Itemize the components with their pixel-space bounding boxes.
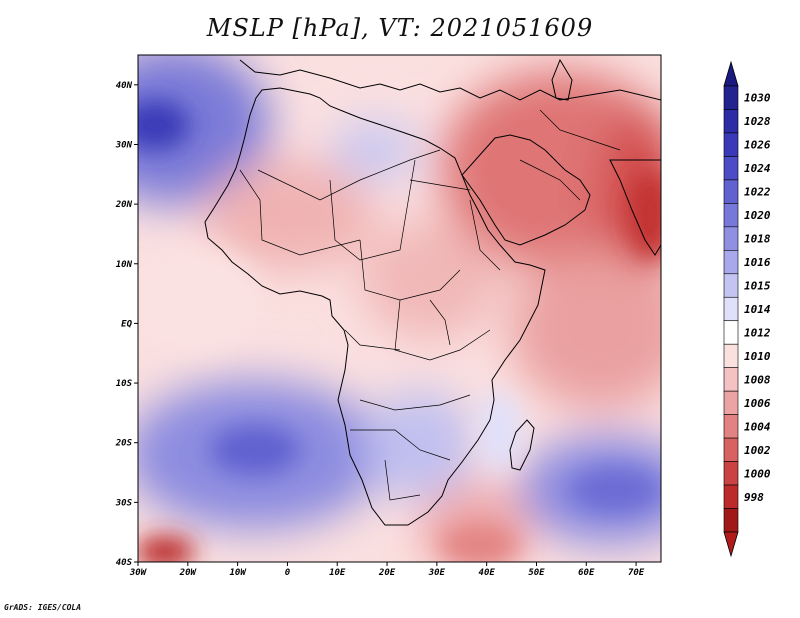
low-indian-ocean [510,250,661,410]
low-central-africa [360,220,500,340]
colorbar-swatch [723,132,739,157]
colorbar-label: 1012 [744,326,771,339]
grads-credit: GrADS: IGES/COLA [4,603,82,612]
colorbar-label: 1002 [744,444,771,457]
colorbar: 1030 1028 1026 1024 1022 1020 1018 1016 1015 1014… [723,60,771,558]
africa-coastline [204,87,546,526]
colorbar-swatch [723,508,739,533]
colorbar-label: 1020 [744,209,771,222]
lon-label: 70E [628,568,645,578]
coastlines [204,58,661,526]
colorbar-label: 1028 [744,115,771,128]
colorbar-label: 1014 [744,303,771,316]
lon-label: 60E [578,568,595,578]
colorbar-label: 1004 [744,420,771,433]
colorbar-swatch [723,179,739,204]
lon-label: 10W [229,568,247,578]
high-core-north-atlantic [138,100,190,150]
lat-label: 10N [116,260,133,270]
high-north-atlantic [138,55,270,205]
axis-ticks [134,84,637,566]
low-core-south [440,525,520,562]
colorbar-label: 1000 [744,467,771,480]
colorbar-swatch [723,367,739,392]
colorbar-label: 1006 [744,397,771,410]
colorbar-swatch [723,85,739,110]
ridge-east-africa [478,390,522,470]
lat-label: 40N [116,81,133,91]
lon-label: 50E [528,568,545,578]
colorbar-label: 1022 [744,186,771,199]
lat-label: 20N [115,200,133,210]
low-core-southwest [138,536,195,562]
colorbar-label: 1024 [744,162,771,175]
lon-label: 20E [378,568,396,578]
caspian-coastline [551,58,573,101]
lat-label: 40S [116,558,133,568]
colorbar-label: 1016 [744,256,771,269]
colorbar-swatch [723,156,739,181]
madagascar-coastline [509,419,535,471]
colorbar-label: 1018 [744,233,771,246]
colorbar-swatch [723,343,739,368]
colorbar-swatch [723,296,739,322]
arabia-coastline [461,134,591,246]
lon-label: 0 [285,568,291,578]
lat-label: EQ [121,319,132,329]
europe-coastline [239,59,661,101]
latitude-labels: 40N 30N 20N 10N EQ 10S 20S 30S 40S [115,81,133,568]
colorbar-label: 1026 [744,139,771,152]
colorbar-swatch [723,109,739,134]
colorbar-swatch [723,203,739,228]
colorbar-label: 1015 [744,280,771,293]
colorbar-swatch [723,437,739,462]
low-west-africa [205,160,375,270]
colorbar-swatch [723,320,739,345]
colorbar-swatch [723,390,739,415]
colorbar-swatch [723,461,739,486]
high-sahara [330,120,420,180]
high-core-south-atlantic [210,425,300,475]
pressure-map: 40N 30N 20N 10N EQ 10S 20S 30S 40S 30W 20W 10W 0 10E… [115,54,771,578]
lon-label: 40E [479,568,496,578]
colorbar-label: 1030 [744,92,771,105]
lat-label: 20S [115,439,133,449]
lon-label: 10E [329,568,346,578]
colorbar-swatch [723,484,739,509]
pressure-field [138,55,661,562]
high-core-south-indian [570,468,660,512]
lat-label: 10S [116,379,133,389]
colorbar-swatch [723,226,739,251]
lat-label: 30S [115,498,133,508]
plot-frame [137,54,662,563]
colorbar-label: 998 [744,491,764,504]
colorbar-top-arrow [723,60,739,87]
low-core-india [628,170,661,260]
india-coastline [609,159,661,256]
colorbar-swatch [723,414,739,439]
colorbar-swatch [723,273,739,298]
high-southern-africa [365,390,475,500]
lon-label: 30W [129,568,148,578]
colorbar-label: 1010 [744,350,771,363]
colorbar-swatch [723,250,739,275]
lat-label: 30N [115,140,133,150]
lon-label: 20W [179,568,198,578]
lon-label: 30E [428,568,446,578]
longitude-labels: 30W 20W 10W 0 10E 20E 30E 40E 50E 60E 70E [129,568,645,578]
country-borders [239,109,621,501]
colorbar-bottom-arrow [723,531,739,558]
ridge-equatorial-atlantic [140,250,260,350]
colorbar-label: 1008 [744,373,771,386]
chart-title: MSLP [hPa], VT: 2021051609 [206,14,594,42]
